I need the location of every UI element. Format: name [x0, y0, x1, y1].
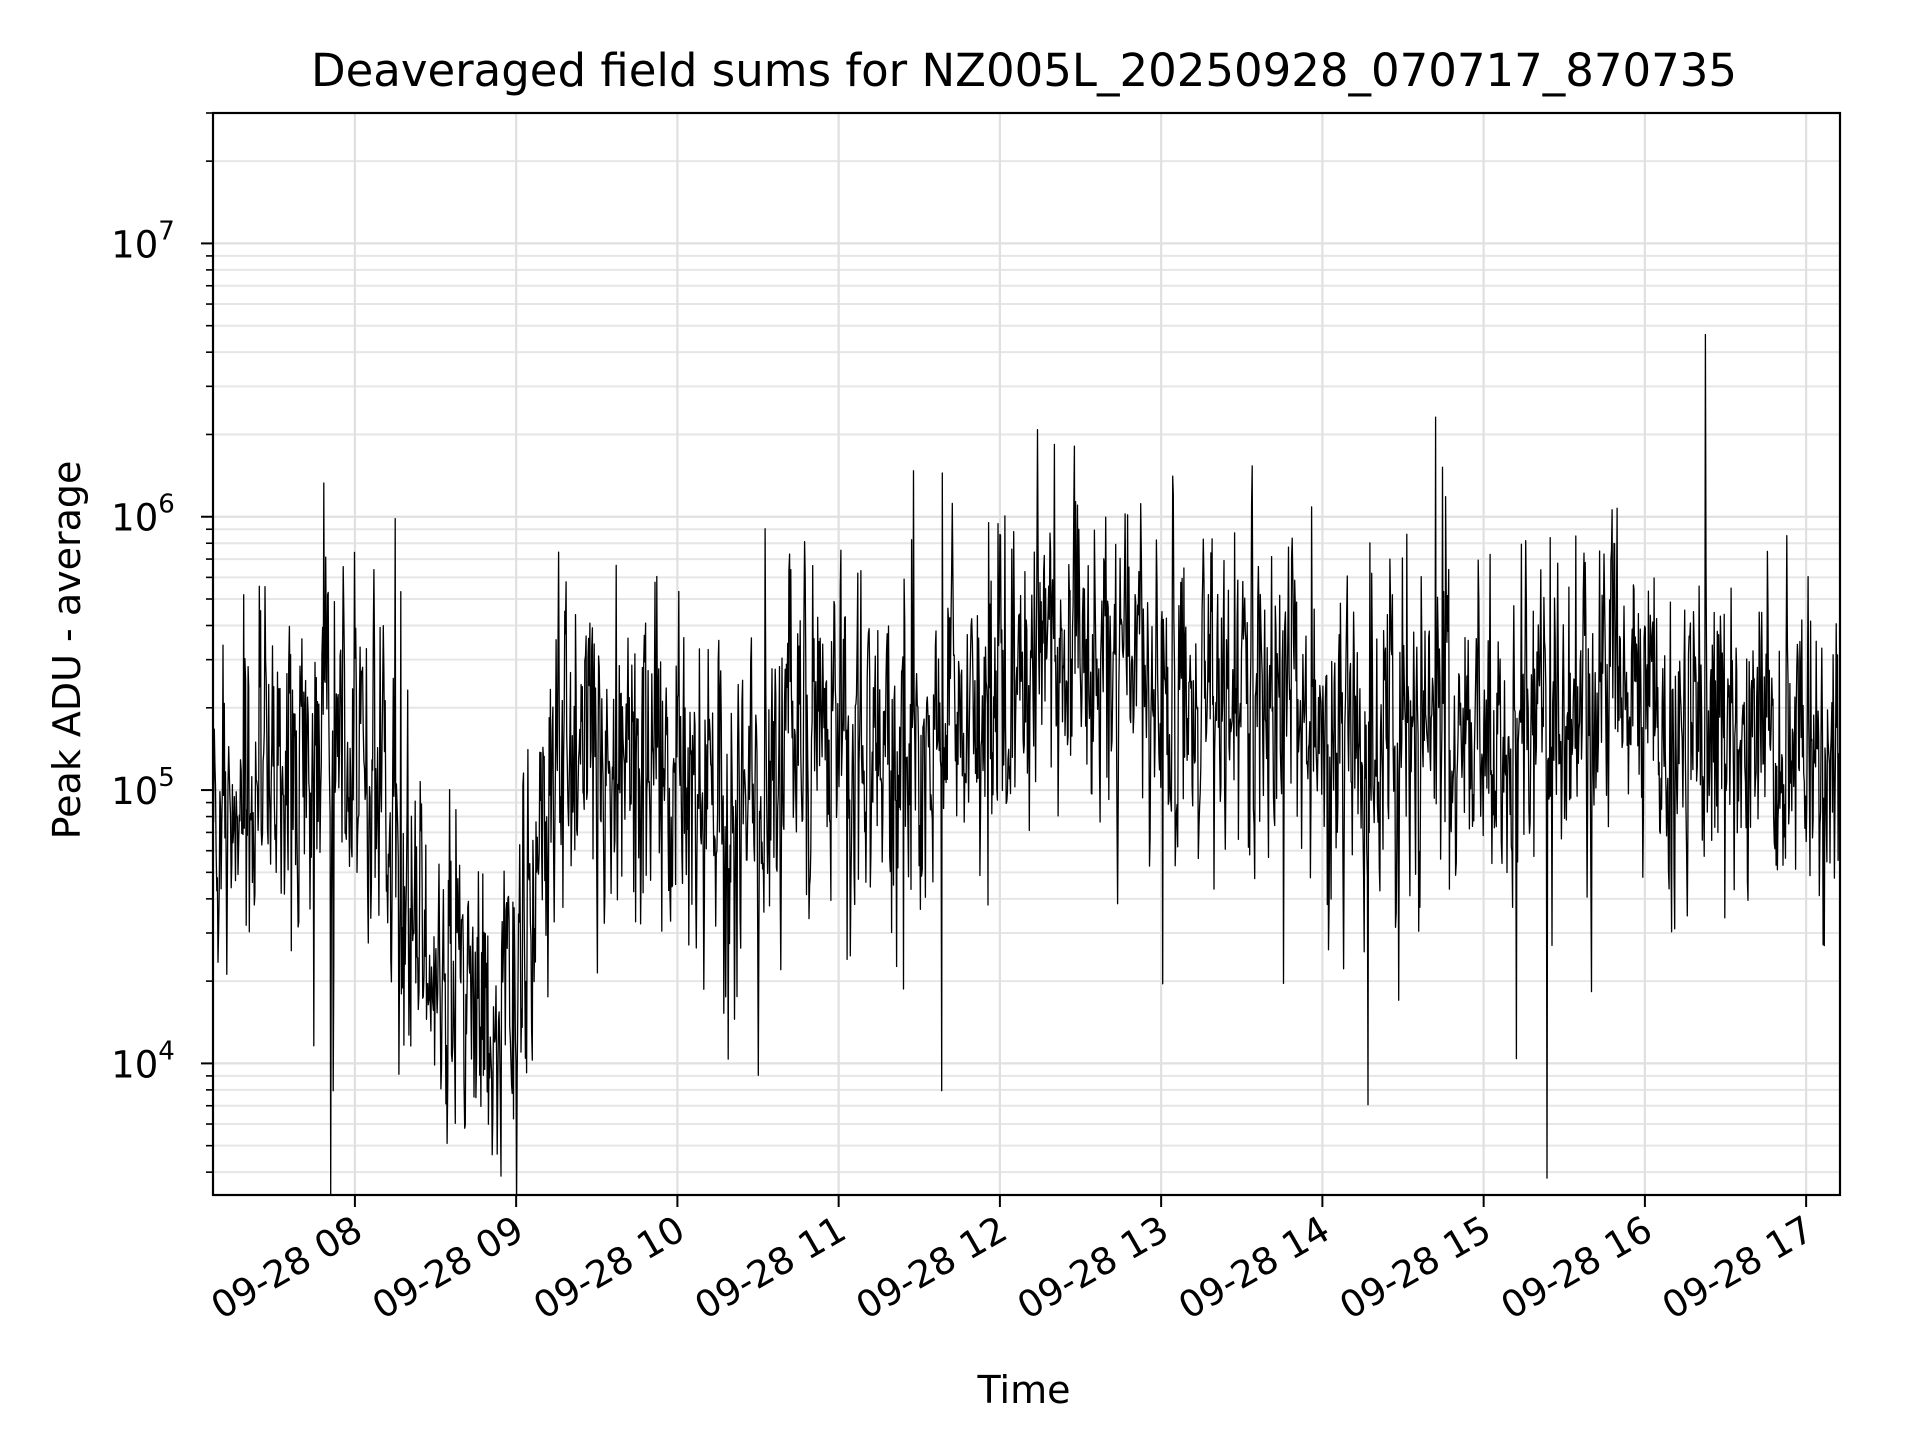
y-axis-ticks: 104 105 106 107 [111, 112, 213, 1173]
chart-title: Deaveraged field sums for NZ005L_2025092… [311, 44, 1737, 97]
y-axis-label: Peak ADU - average [45, 461, 89, 840]
y-tick-label: 107 [111, 216, 175, 266]
y-tick-label: 106 [111, 490, 175, 540]
series-line [212, 333, 1841, 1196]
plot-frame [211, 111, 1842, 1197]
y-tick-label: 105 [111, 763, 175, 813]
x-axis-label: Time [977, 1368, 1071, 1412]
y-tick-label: 104 [111, 1036, 175, 1086]
series-layer [212, 333, 1841, 1196]
